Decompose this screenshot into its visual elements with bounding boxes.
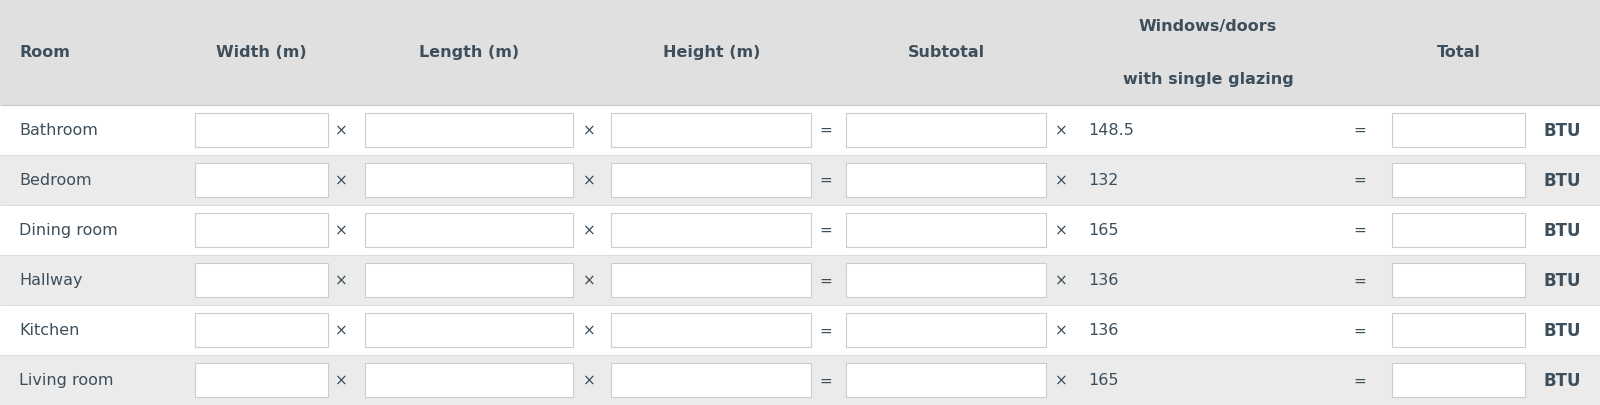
- Text: ×: ×: [1054, 373, 1067, 388]
- FancyBboxPatch shape: [365, 213, 573, 247]
- Text: Width (m): Width (m): [216, 45, 307, 60]
- Text: ×: ×: [582, 223, 595, 238]
- FancyBboxPatch shape: [365, 363, 573, 397]
- FancyBboxPatch shape: [611, 213, 811, 247]
- FancyBboxPatch shape: [195, 313, 328, 347]
- FancyBboxPatch shape: [195, 113, 328, 147]
- Text: =: =: [819, 323, 832, 337]
- Text: =: =: [1354, 323, 1366, 337]
- Text: ×: ×: [334, 373, 347, 388]
- Text: =: =: [819, 223, 832, 238]
- FancyBboxPatch shape: [611, 363, 811, 397]
- FancyBboxPatch shape: [846, 163, 1046, 197]
- Text: ×: ×: [334, 123, 347, 138]
- FancyBboxPatch shape: [611, 313, 811, 347]
- Text: =: =: [1354, 123, 1366, 138]
- Text: ×: ×: [1054, 123, 1067, 138]
- Text: Height (m): Height (m): [662, 45, 760, 60]
- Text: =: =: [819, 123, 832, 138]
- Text: Bathroom: Bathroom: [19, 123, 98, 138]
- FancyBboxPatch shape: [0, 255, 1600, 305]
- Text: ×: ×: [582, 373, 595, 388]
- FancyBboxPatch shape: [195, 213, 328, 247]
- Text: ×: ×: [582, 123, 595, 138]
- FancyBboxPatch shape: [195, 263, 328, 297]
- FancyBboxPatch shape: [365, 113, 573, 147]
- Text: Bedroom: Bedroom: [19, 173, 91, 188]
- Text: 165: 165: [1088, 223, 1118, 238]
- FancyBboxPatch shape: [0, 155, 1600, 205]
- FancyBboxPatch shape: [846, 313, 1046, 347]
- Text: Hallway: Hallway: [19, 273, 83, 288]
- Text: BTU: BTU: [1544, 121, 1581, 139]
- FancyBboxPatch shape: [1392, 113, 1525, 147]
- Text: 136: 136: [1088, 323, 1118, 337]
- Text: ×: ×: [1054, 223, 1067, 238]
- Text: ×: ×: [334, 273, 347, 288]
- FancyBboxPatch shape: [0, 305, 1600, 355]
- FancyBboxPatch shape: [1392, 313, 1525, 347]
- FancyBboxPatch shape: [846, 263, 1046, 297]
- Text: Living room: Living room: [19, 373, 114, 388]
- Text: =: =: [819, 173, 832, 188]
- FancyBboxPatch shape: [846, 363, 1046, 397]
- FancyBboxPatch shape: [0, 105, 1600, 155]
- Text: =: =: [819, 273, 832, 288]
- Text: Subtotal: Subtotal: [907, 45, 986, 60]
- FancyBboxPatch shape: [1392, 363, 1525, 397]
- Text: =: =: [1354, 173, 1366, 188]
- FancyBboxPatch shape: [365, 163, 573, 197]
- Text: Kitchen: Kitchen: [19, 323, 80, 337]
- Text: ×: ×: [334, 173, 347, 188]
- Text: ×: ×: [1054, 323, 1067, 337]
- FancyBboxPatch shape: [846, 213, 1046, 247]
- Text: ×: ×: [582, 273, 595, 288]
- FancyBboxPatch shape: [195, 163, 328, 197]
- FancyBboxPatch shape: [195, 363, 328, 397]
- FancyBboxPatch shape: [0, 205, 1600, 255]
- Text: with single glazing: with single glazing: [1123, 72, 1293, 86]
- Text: 132: 132: [1088, 173, 1118, 188]
- Text: ×: ×: [582, 173, 595, 188]
- Text: =: =: [1354, 373, 1366, 388]
- Text: Dining room: Dining room: [19, 223, 118, 238]
- FancyBboxPatch shape: [1392, 213, 1525, 247]
- FancyBboxPatch shape: [365, 263, 573, 297]
- Text: 165: 165: [1088, 373, 1118, 388]
- Text: Windows/doors: Windows/doors: [1139, 19, 1277, 34]
- Text: BTU: BTU: [1544, 321, 1581, 339]
- Text: BTU: BTU: [1544, 371, 1581, 389]
- FancyBboxPatch shape: [0, 0, 1600, 105]
- Text: ×: ×: [1054, 173, 1067, 188]
- Text: =: =: [819, 373, 832, 388]
- Text: BTU: BTU: [1544, 221, 1581, 239]
- Text: =: =: [1354, 223, 1366, 238]
- FancyBboxPatch shape: [611, 113, 811, 147]
- Text: ×: ×: [334, 323, 347, 337]
- Text: 148.5: 148.5: [1088, 123, 1134, 138]
- FancyBboxPatch shape: [611, 163, 811, 197]
- Text: Length (m): Length (m): [419, 45, 518, 60]
- Text: ×: ×: [334, 223, 347, 238]
- FancyBboxPatch shape: [611, 263, 811, 297]
- Text: Total: Total: [1437, 45, 1480, 60]
- FancyBboxPatch shape: [365, 313, 573, 347]
- Text: =: =: [1354, 273, 1366, 288]
- Text: BTU: BTU: [1544, 171, 1581, 189]
- Text: ×: ×: [582, 323, 595, 337]
- Text: ×: ×: [1054, 273, 1067, 288]
- FancyBboxPatch shape: [1392, 163, 1525, 197]
- FancyBboxPatch shape: [846, 113, 1046, 147]
- Text: BTU: BTU: [1544, 271, 1581, 289]
- FancyBboxPatch shape: [1392, 263, 1525, 297]
- Text: Room: Room: [19, 45, 70, 60]
- Text: 136: 136: [1088, 273, 1118, 288]
- FancyBboxPatch shape: [0, 355, 1600, 405]
